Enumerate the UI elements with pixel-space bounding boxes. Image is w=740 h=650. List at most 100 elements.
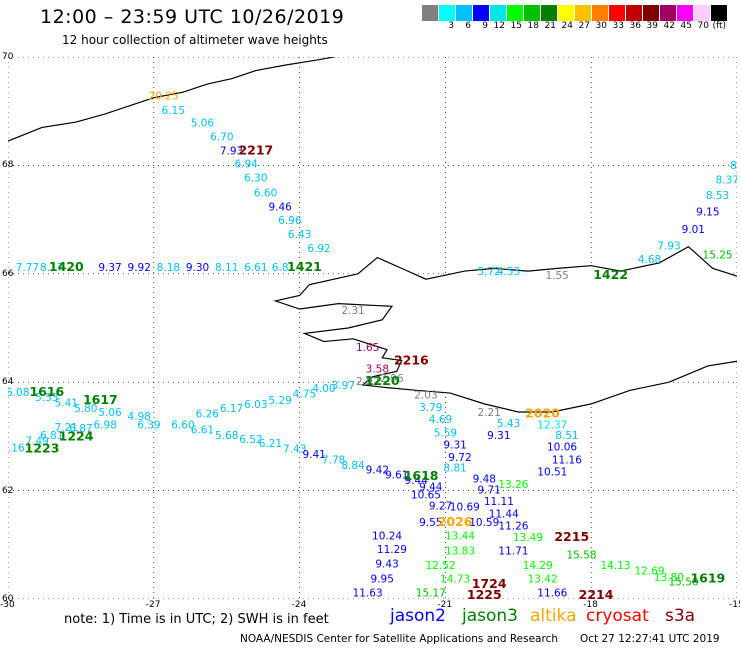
wave-height-value: 5.29: [268, 395, 291, 407]
wave-height-value: 6.43: [288, 229, 311, 241]
wave-height-value: 9.44: [405, 475, 429, 487]
wave-height-value: 3.79: [419, 402, 442, 414]
wave-height-value: 9.72: [448, 452, 471, 464]
wave-height-value: 14.13: [600, 560, 630, 572]
color-swatch: [660, 5, 677, 21]
legend-note: note: 1) Time is in UTC; 2) SWH is in fe…: [64, 612, 329, 627]
wave-height-value: 5.68: [215, 430, 238, 442]
wave-height-value: 13.49: [513, 532, 543, 544]
color-swatch: [592, 5, 609, 21]
pass-time-label: 1422: [593, 267, 628, 282]
wave-height-value: 8.81: [443, 463, 466, 475]
color-swatch: [541, 5, 558, 21]
wave-height-value: 7.77: [16, 262, 39, 274]
wave-height-value: 9.95: [371, 574, 394, 586]
wave-height-value: 9.92: [128, 262, 151, 274]
wave-height-value: 9.46: [268, 201, 292, 213]
wave-height-value: 6.08: [8, 387, 29, 399]
color-swatch: [558, 5, 575, 21]
wave-height-value: 6.60: [254, 187, 277, 199]
wave-height-value: 9.42: [366, 464, 389, 476]
color-swatch: [507, 5, 524, 21]
color-scale-labels: 3 6 9 12 15 18 21 24 27 30 33 36 39 42 45 70 (ft): [422, 21, 728, 31]
wave-height-value: 11.16: [552, 455, 582, 467]
wave-height-value: 4.75: [293, 388, 316, 400]
pass-time-label: 1619: [690, 571, 725, 586]
pass-time-label: 1618: [404, 468, 439, 483]
wave-height-value: 6.61: [191, 425, 214, 437]
latitude-tick-label: 70: [2, 52, 14, 62]
wave-height-value: 9.31: [487, 430, 510, 442]
wave-height-value: 12.69: [634, 566, 664, 578]
pass-time-label: 1224: [59, 429, 94, 444]
wave-height-value: 6.61: [244, 262, 267, 274]
wave-height-value: 5.53: [35, 392, 58, 404]
wave-height-value: 12.37: [537, 419, 567, 431]
wave-height-value: 13.80: [654, 572, 684, 584]
wave-height-value: 10.06: [547, 441, 577, 453]
time-labels: 2217 1420 1421 1422 2216 1220 2020 1616 1617 1224…: [25, 143, 726, 599]
wave-height-value: 14.73: [440, 574, 470, 586]
wave-height-value: 8.61: [730, 160, 737, 172]
wave-height-value: 11.11: [484, 496, 514, 508]
color-swatch: [456, 5, 473, 21]
wave-height-value: 5.41: [55, 398, 78, 410]
wave-height-value: 13.26: [498, 479, 528, 491]
longitude-tick-label: -15: [729, 600, 740, 610]
wave-height-value: 10.69: [450, 502, 480, 514]
color-swatch: [422, 5, 439, 21]
wave-height-value: 10.65: [411, 490, 441, 502]
wave-height-value: 6.26: [196, 408, 220, 420]
wave-height-value: 5.06: [98, 407, 122, 419]
map-plot-area: 20.25 6.15 5.06 6.70 7.93 6.94 6.30 6.60 9.46 6.9…: [8, 57, 737, 599]
latitude-tick-label: 68: [2, 160, 14, 171]
wave-height-value: 6.70: [210, 131, 233, 143]
color-scale-label: 3: [448, 21, 454, 31]
map-canvas: 20.256.155.066.707.936.946.306.609.466.9…: [8, 57, 737, 599]
wave-height-value: 6.60: [171, 419, 194, 431]
color-swatch: [677, 5, 694, 21]
wave-height-value: 9.44: [419, 482, 443, 494]
color-scale-label: 39: [646, 21, 658, 31]
pass-time-label: 1225: [467, 587, 502, 599]
wave-height-value: 6.92: [307, 243, 330, 255]
wave-height-value: 6.17: [220, 403, 243, 415]
wave-height-value: 4.00: [312, 383, 335, 395]
iceland-coastline: [273, 245, 737, 413]
greenland-coastline: [8, 57, 337, 142]
wave-height-value: 8.37: [716, 174, 737, 186]
wave-height-value: 6.87: [69, 423, 92, 435]
wave-height-value: 8.84: [341, 460, 365, 472]
wave-height-value: 9.41: [302, 449, 325, 461]
wave-height-value: 13.83: [445, 546, 475, 558]
wave-height-value: 5.80: [74, 403, 97, 415]
pass-time-label: 1223: [25, 441, 60, 456]
pass-time-label: 2217: [238, 143, 273, 158]
wave-height-value: 9.30: [186, 262, 209, 274]
wave-height-value: 2.31: [341, 305, 364, 317]
generated-timestamp: Oct 27 12:27:41 UTC 2019: [580, 633, 720, 645]
wave-height-value: 11.63: [353, 587, 383, 599]
pass-time-label: 1420: [49, 259, 84, 274]
color-swatch: [473, 5, 490, 21]
wave-height-value: 20.25: [148, 90, 178, 102]
coastline: [8, 57, 737, 413]
longitude-tick-label: -18: [583, 600, 598, 610]
wave-height-value: 6.81: [40, 430, 63, 442]
wave-height-value: 6.39: [137, 419, 160, 431]
wave-height-value: 14.29: [523, 560, 553, 572]
pass-time-label: 2020: [525, 405, 560, 420]
longitude-tick-label: -27: [145, 600, 161, 610]
legend-item-altika: altika: [530, 606, 577, 626]
wave-height-value: 2.96: [380, 373, 404, 385]
color-swatch: [524, 5, 541, 21]
wave-height-value: 4.53: [497, 266, 520, 278]
wave-height-value: 6.52: [239, 434, 262, 446]
wave-height-value: 9.48: [473, 473, 496, 485]
wave-height-value: 6.96: [278, 215, 302, 227]
wave-height-value: 15.25: [703, 250, 733, 262]
legend-item-jason2: jason2: [390, 606, 446, 626]
wave-height-value: 3.97: [332, 380, 355, 392]
legend-item-s3a: s3a: [665, 606, 696, 626]
color-swatch: [643, 5, 660, 21]
